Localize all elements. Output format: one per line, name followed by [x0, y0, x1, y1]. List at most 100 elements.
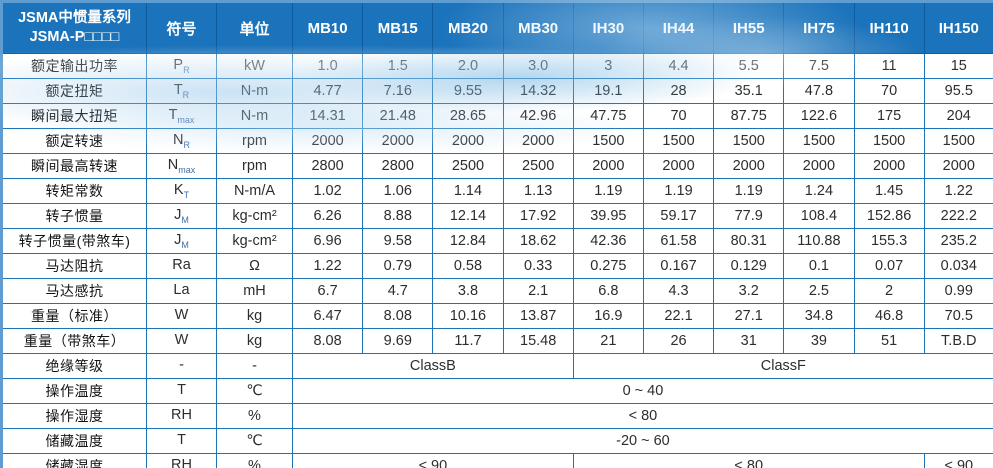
symbol-subscript: max — [177, 114, 195, 125]
value-cell: 1500 — [572, 128, 644, 154]
row-label: 重量（标准） — [1, 303, 147, 329]
value-cell: 2000 — [362, 128, 434, 154]
value-cell: 1.19 — [572, 178, 644, 204]
unit-column-header: 单位 — [216, 1, 293, 54]
value-cell: 1.0 — [291, 53, 364, 79]
row-unit: N-m/A — [216, 178, 293, 204]
value-cell: 4.4 — [642, 53, 715, 79]
value-cell: 95.5 — [923, 78, 993, 104]
symbol-base: - — [179, 357, 184, 374]
symbol-subscript: M — [181, 214, 189, 225]
value-cell: 6.8 — [572, 278, 644, 304]
row-symbol: W — [146, 303, 217, 329]
symbol-subscript: R — [182, 89, 190, 100]
model-column-header: MB20 — [432, 1, 504, 54]
value-cell: 12.14 — [432, 203, 504, 229]
spec-row: 额定扭矩 TR N-m 4.77 7.16 9.55 14.32 19.1 28 35.1 47.8… — [1, 78, 993, 104]
row-symbol: Ra — [146, 253, 217, 279]
row-unit: N-m — [216, 103, 293, 129]
value-cell: 14.32 — [502, 78, 574, 104]
value-cell: 222.2 — [923, 203, 993, 229]
value-cell: 1.45 — [853, 178, 925, 204]
symbol-subscript: T — [183, 189, 190, 200]
value-cell: 26 — [642, 328, 715, 354]
value-cell: 2.1 — [502, 278, 574, 304]
value-cell: 3.0 — [502, 53, 574, 79]
value-cell: 28 — [642, 78, 715, 104]
value-cell: 35.1 — [713, 78, 785, 104]
row-symbol: RH — [146, 403, 217, 429]
row-label: 操作湿度 — [1, 403, 147, 429]
value-cell: 8.88 — [362, 203, 434, 229]
value-cell: 0.167 — [642, 253, 715, 279]
value-cell: 70 — [853, 78, 925, 104]
value-cell: 6.7 — [291, 278, 364, 304]
row-label: 马达感抗 — [1, 278, 147, 304]
model-column-header: IH44 — [642, 1, 715, 54]
value-cell: 2000 — [432, 128, 504, 154]
value-cell: 2800 — [291, 153, 364, 179]
value-cell: 15 — [923, 53, 993, 79]
value-cell: 3.2 — [713, 278, 785, 304]
value-cell: 6.96 — [291, 228, 364, 254]
value-cell: 2500 — [432, 153, 504, 179]
symbol-base: W — [174, 332, 189, 349]
spec-row: 绝缘等级 - - ClassB ClassF — [1, 353, 993, 379]
value-cell: 21.48 — [362, 103, 434, 129]
spec-row: 转子惯量 JM kg-cm² 6.26 8.88 12.14 17.92 39.95 59.17… — [1, 203, 993, 229]
spec-row: 额定输出功率 PR kW 1.0 1.5 2.0 3.0 3 4.4 5.5 7.5 11 15 — [1, 53, 993, 79]
value-cell: 80.31 — [713, 228, 785, 254]
row-label: 转子惯量 — [1, 203, 147, 229]
row-symbol: NR — [146, 128, 217, 154]
row-label: 额定转速 — [1, 128, 147, 154]
value-cell: 2000 — [502, 128, 574, 154]
value-cell: 1.5 — [362, 53, 434, 79]
value-cell: 1.24 — [783, 178, 855, 204]
symbol-base: T — [177, 432, 186, 449]
value-cell: 70 — [642, 103, 715, 129]
value-cell: 0.07 — [853, 253, 925, 279]
spec-row: 瞬间最大扭矩 Tmax N-m 14.31 21.48 28.65 42.96 47.75 70… — [1, 103, 993, 129]
spec-table-body: 额定输出功率 PR kW 1.0 1.5 2.0 3.0 3 4.4 5.5 7.5 11 15 额定扭矩… — [1, 53, 993, 468]
title-line-2: JSMA-P□□□□ — [29, 29, 120, 45]
value-cell: 1.06 — [362, 178, 434, 204]
value-cell: 108.4 — [783, 203, 855, 229]
row-label: 瞬间最高转速 — [1, 153, 147, 179]
value-cell: 5.5 — [713, 53, 785, 79]
spec-row: 操作湿度 RH% < 80 — [1, 403, 993, 429]
header-row: JSMA中惯量系列 JSMA-P□□□□ 符号 单位 MB10 MB15 MB20 M… — [1, 1, 993, 54]
value-cell: 11 — [853, 53, 925, 79]
value-cell: 1.22 — [291, 253, 364, 279]
value-cell: 0.99 — [923, 278, 993, 304]
model-column-header: IH30 — [572, 1, 644, 54]
symbol-base: N — [173, 132, 184, 149]
value-cell: 9.58 — [362, 228, 434, 254]
value-cell: 2000 — [853, 153, 925, 179]
value-cell: 1.19 — [642, 178, 715, 204]
value-cell: -20 ~ 60 — [292, 428, 993, 454]
symbol-base: T — [177, 382, 186, 399]
value-cell: 0.33 — [502, 253, 574, 279]
symbol-base: J — [174, 232, 182, 249]
row-label: 转矩常数 — [1, 178, 147, 204]
value-cell: ClassB — [292, 353, 574, 379]
value-cell: 0.275 — [572, 253, 644, 279]
value-cell: 15.48 — [502, 328, 574, 354]
value-cell: 0.58 — [432, 253, 504, 279]
row-unit: mH — [216, 278, 293, 304]
row-label: 储藏湿度 — [1, 453, 147, 468]
value-cell: 77.9 — [713, 203, 785, 229]
value-cell: ClassF — [572, 353, 993, 379]
value-cell: 1500 — [642, 128, 715, 154]
value-cell: 0.034 — [923, 253, 993, 279]
row-label: 绝缘等级 — [1, 353, 147, 379]
row-label: 重量（带煞车） — [1, 328, 147, 354]
model-column-header: IH55 — [713, 1, 785, 54]
row-unit: kg — [216, 303, 293, 329]
spec-row: 储藏温度 T ℃ -20 ~ 60 — [1, 428, 993, 454]
value-cell: 1.19 — [713, 178, 785, 204]
